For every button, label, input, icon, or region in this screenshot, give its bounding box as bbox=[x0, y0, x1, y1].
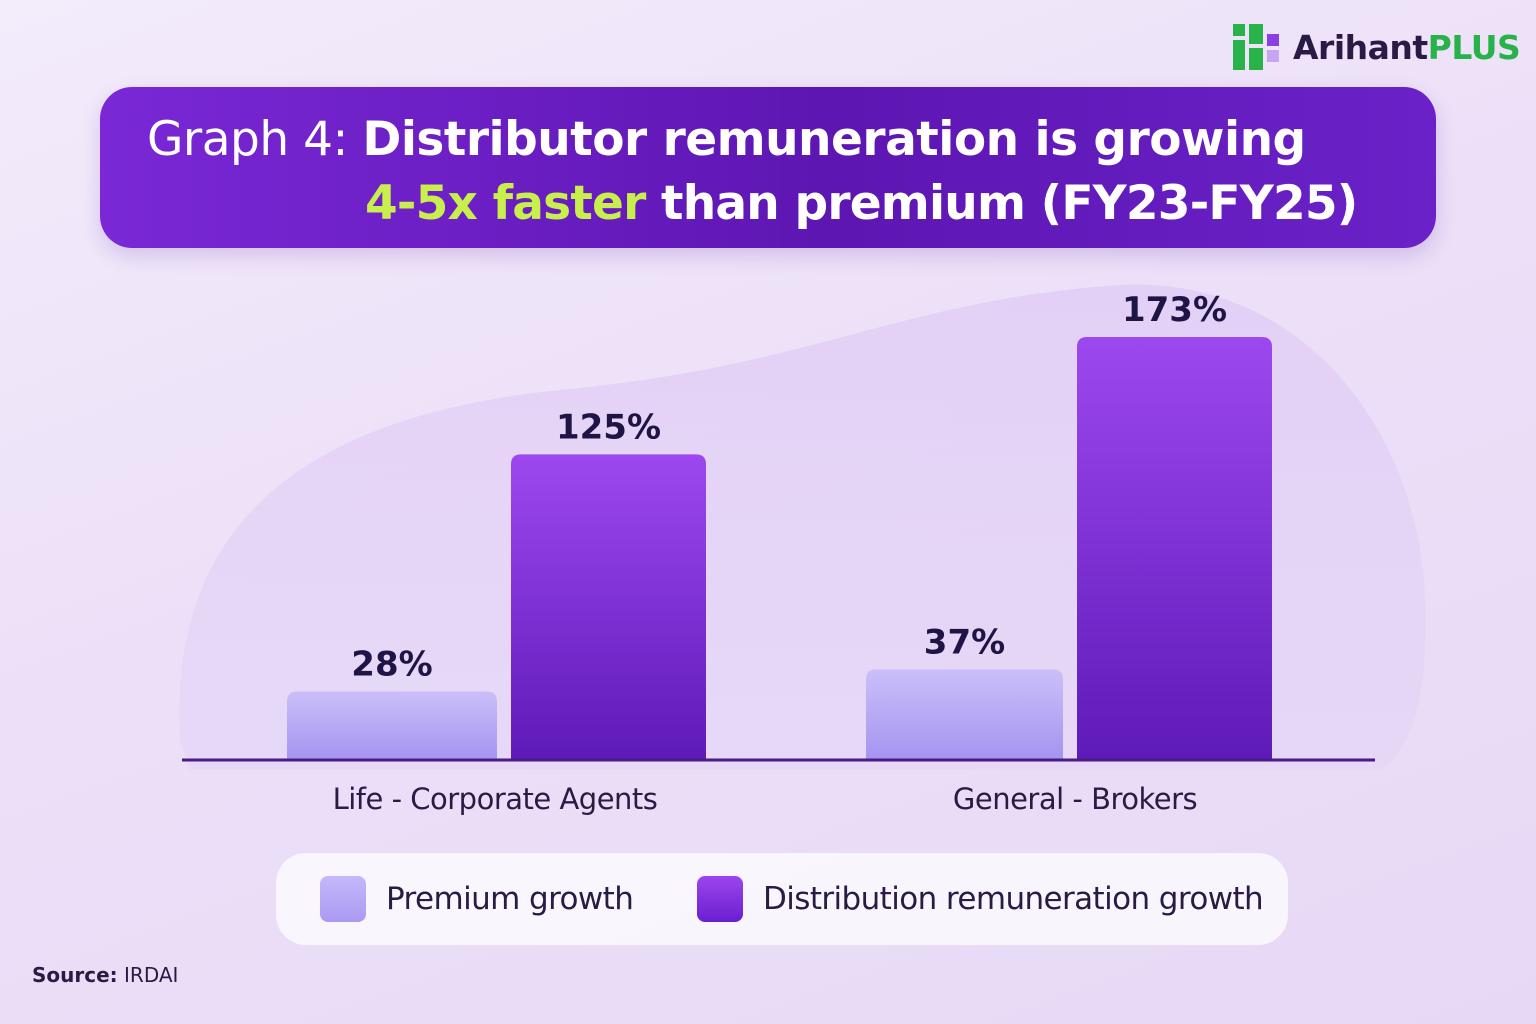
legend-label-premium: Premium growth bbox=[386, 881, 634, 917]
category-label-general-brokers: General - Brokers bbox=[953, 782, 1197, 816]
title-banner bbox=[100, 87, 1436, 248]
title-line-1: Graph 4: Distributor remuneration is gro… bbox=[147, 116, 1306, 163]
legend: Premium growth Distribution remuneration… bbox=[276, 853, 1288, 945]
brand-name: ArihantPLUS bbox=[1293, 27, 1521, 67]
title-main: Distributor remuneration is growing bbox=[362, 112, 1306, 167]
bar-distribution-remuneration-growth-general-brokers bbox=[1077, 337, 1272, 760]
title-line-2: 4-5x faster than premium (FY23-FY25) bbox=[365, 180, 1358, 227]
data-label-premium-growth-life-corporate-agents: 28% bbox=[351, 645, 432, 685]
category-label-life-corporate-agents: Life - Corporate Agents bbox=[333, 782, 658, 816]
source-label: Source: bbox=[32, 963, 118, 987]
title-highlight: 4-5x faster bbox=[365, 176, 646, 231]
legend-item-remuneration: Distribution remuneration growth bbox=[697, 853, 1264, 945]
legend-item-premium: Premium growth bbox=[320, 853, 634, 945]
title-rest: than premium (FY23-FY25) bbox=[661, 176, 1358, 231]
bar-premium-growth-life-corporate-agents bbox=[287, 691, 497, 760]
bar-distribution-remuneration-growth-life-corporate-agents bbox=[511, 454, 706, 760]
title-prefix: Graph 4: bbox=[147, 112, 348, 167]
brand-logo: ArihantPLUS bbox=[1233, 24, 1521, 70]
arihant-logo-icon bbox=[1233, 24, 1279, 70]
data-label-distribution-remuneration-growth-general-brokers: 173% bbox=[1122, 290, 1227, 330]
legend-label-remuneration: Distribution remuneration growth bbox=[763, 881, 1264, 917]
source-value: IRDAI bbox=[124, 963, 179, 987]
data-label-premium-growth-general-brokers: 37% bbox=[924, 623, 1005, 663]
bar-premium-growth-general-brokers bbox=[866, 669, 1063, 760]
data-label-distribution-remuneration-growth-life-corporate-agents: 125% bbox=[556, 407, 661, 447]
legend-swatch-remuneration bbox=[697, 876, 743, 922]
source-note: Source: IRDAI bbox=[32, 963, 178, 987]
legend-swatch-premium bbox=[320, 876, 366, 922]
